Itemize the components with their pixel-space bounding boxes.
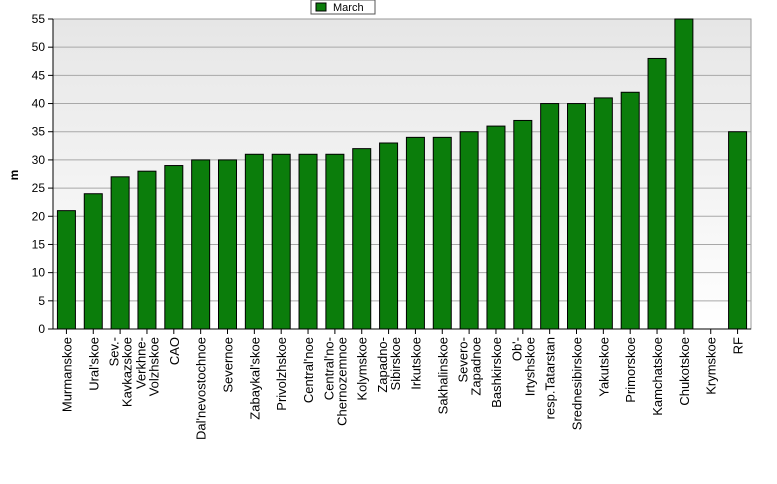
- y-tick-label-5: 5: [38, 294, 45, 308]
- bar-kolymskoe: [352, 148, 372, 330]
- x-tick-label-srednesibirskoe: Srednesibirskoe: [570, 337, 585, 430]
- bar-rf: [728, 131, 748, 330]
- bar-murmanskoe: [56, 210, 76, 330]
- bar-chukotskoe: [674, 18, 694, 330]
- x-tick-label-privolzhskoe: Privolzhskoe: [274, 337, 289, 411]
- x-tick-label-murmanskoe: Murmanskoe: [59, 337, 74, 412]
- y-tick-label-40: 40: [32, 97, 46, 111]
- x-tick-label-kamchatskoe: Kamchatskoe: [650, 337, 665, 416]
- y-tick-label-20: 20: [32, 209, 46, 223]
- plot-background: [52, 18, 752, 330]
- y-tick-label-10: 10: [32, 266, 46, 280]
- x-tick-label-central-no-chernozemnoe-1: Central'no-: [321, 337, 336, 400]
- bar-sev-kavkazskoe: [110, 176, 130, 330]
- x-tick-label-ob-irtyshskoe-2: Irtyshskoe: [522, 337, 537, 396]
- legend-box: [310, 0, 376, 15]
- y-tick-label-30: 30: [32, 153, 46, 167]
- y-tick-label-0: 0: [38, 322, 45, 336]
- x-tick-label-zapadno-sibirskoe-2: Sibirskoe: [388, 337, 403, 390]
- y-tick-label-15: 15: [32, 237, 46, 251]
- x-tick-label-chukotskoe: Chukotskoe: [677, 337, 692, 406]
- y-tick-label-45: 45: [32, 68, 46, 82]
- bar-irkutskoe: [405, 136, 425, 330]
- x-tick-label-dal-nevostochnoe: Dal'nevostochnoe: [194, 337, 209, 440]
- bar-central-no-chernozemnoe: [325, 153, 345, 330]
- x-tick-label-central-no-chernozemnoe-2: Chernozemnoe: [334, 337, 349, 426]
- y-axis-label: m: [7, 170, 21, 181]
- bar-severnoe: [218, 159, 237, 330]
- x-tick-labels: Murmanskoe Ural'skoe Sev.-KavkazskoeVerkhn…: [59, 337, 745, 440]
- x-tick-label-kolymskoe: Kolymskoe: [355, 337, 370, 401]
- bar-verkhne-volzhskoe: [137, 170, 157, 330]
- axes: [52, 19, 751, 334]
- bar-severo-zapadnoe: [459, 131, 479, 330]
- bar-kamchatskoe: [647, 57, 667, 330]
- x-tick-label-zapadno-sibirskoe-1: Zapadno-: [375, 337, 390, 393]
- x-tick-label-ural-skoe: Ural'skoe: [86, 337, 101, 391]
- x-tick-label-irkutskoe: Irkutskoe: [408, 337, 423, 390]
- x-tick-label-severo-zapadnoe-1: Severo-: [456, 337, 471, 383]
- x-tick-label-severnoe: Severnoe: [221, 337, 236, 393]
- bar-zapadno-sibirskoe: [379, 142, 399, 330]
- x-tick-label-yakutskoe: Yakutskoe: [596, 337, 611, 397]
- bar-bashkirskoe: [486, 125, 506, 330]
- x-tick-label-primorskoe: Primorskoe: [623, 337, 638, 403]
- x-tick-label-sev-kavkazskoe-2: Kavkazskoe: [120, 337, 135, 407]
- x-tick-label-verkhne-volzhskoe-2: Volzhskoe: [146, 337, 161, 396]
- y-tick-label-55: 55: [32, 12, 46, 26]
- bar-ural-skoe: [83, 193, 103, 330]
- x-tick-label-verkhne-volzhskoe-1: Verkhne-: [133, 337, 148, 389]
- bar-yakutskoe: [593, 97, 613, 330]
- legend-label-march: March: [333, 2, 364, 14]
- x-tick-label-sev-kavkazskoe-1: Sev.-: [107, 337, 122, 366]
- y-tick-labels: 0 5 10 15 20 25 30 35 40 45 50 55: [32, 12, 46, 336]
- bar-zabaykal-skoe: [244, 153, 264, 330]
- x-tick-label-bashkirskoe: Bashkirskoe: [489, 337, 504, 408]
- bar-central-noe: [298, 153, 318, 330]
- bars: [56, 18, 748, 330]
- x-tick-label-resp-tatarstan: resp.Tatarstan: [543, 337, 558, 419]
- y-tick-label-50: 50: [32, 40, 46, 54]
- bar-ob-irtyshskoe: [513, 119, 533, 330]
- legend-swatch: [315, 2, 327, 12]
- legend[interactable]: March: [310, 0, 376, 15]
- x-tick-label-ob-irtyshskoe-1: Ob'-: [509, 337, 524, 361]
- x-tick-label-severo-zapadnoe-2: Zapadnoe: [469, 337, 484, 396]
- y-tick-label-25: 25: [32, 181, 46, 195]
- x-tick-label-sakhalinskoe: Sakhalinskoe: [435, 337, 450, 414]
- x-tick-label-krymskoe: Krymskoe: [704, 337, 719, 395]
- bar-primorskoe: [620, 91, 640, 330]
- x-tick-label-zabaykal-skoe: Zabaykal'skoe: [247, 337, 262, 420]
- x-tick-label-cao: CAO: [167, 337, 182, 365]
- bar-dal-nevostochnoe: [191, 159, 211, 330]
- y-tick-label-35: 35: [32, 125, 46, 139]
- bar-sakhalinskoe: [432, 136, 452, 330]
- bar-cao: [164, 165, 184, 330]
- bar-resp-tatarstan: [540, 103, 560, 330]
- bar-privolzhskoe: [271, 153, 291, 330]
- x-tick-label-rf: RF: [731, 337, 746, 354]
- x-tick-label-central-noe: Central'noe: [301, 337, 316, 403]
- bar-srednesibirskoe: [567, 103, 586, 330]
